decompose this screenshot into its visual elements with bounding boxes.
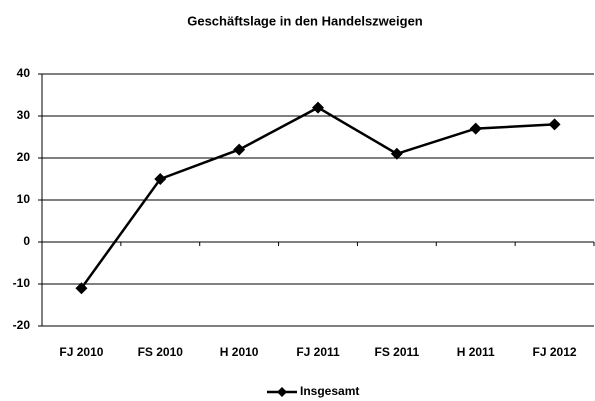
marker (233, 143, 246, 156)
line (80, 106, 555, 289)
x-tick-label: FS 2011 (375, 345, 420, 359)
marker (75, 282, 88, 295)
legend-label: Insgesamt (300, 384, 359, 398)
marker (469, 122, 482, 135)
y-tick-label: 0 (23, 234, 30, 248)
marker (154, 173, 167, 185)
y-tick-label: 20 (17, 150, 31, 164)
x-tick-label: FJ 2010 (59, 345, 103, 359)
legend-marker (277, 387, 287, 397)
y-tick-label: 30 (17, 108, 31, 122)
marker (390, 147, 403, 160)
chart-title: Geschäftslage in den Handelszweigen (187, 13, 423, 28)
y-tick-label: -10 (13, 276, 31, 290)
x-tick-label: H 2011 (457, 345, 495, 359)
y-tick-label: 40 (17, 66, 31, 80)
x-tick-label: FJ 2012 (533, 345, 577, 359)
x-tick-label: FJ 2011 (296, 345, 340, 359)
y-tick-label: -20 (13, 318, 31, 332)
marker (312, 101, 324, 114)
x-tick-label: H 2010 (220, 345, 259, 359)
marker (548, 118, 561, 131)
x-tick-label: FS 2010 (138, 345, 184, 359)
y-tick-label: 10 (17, 192, 31, 206)
